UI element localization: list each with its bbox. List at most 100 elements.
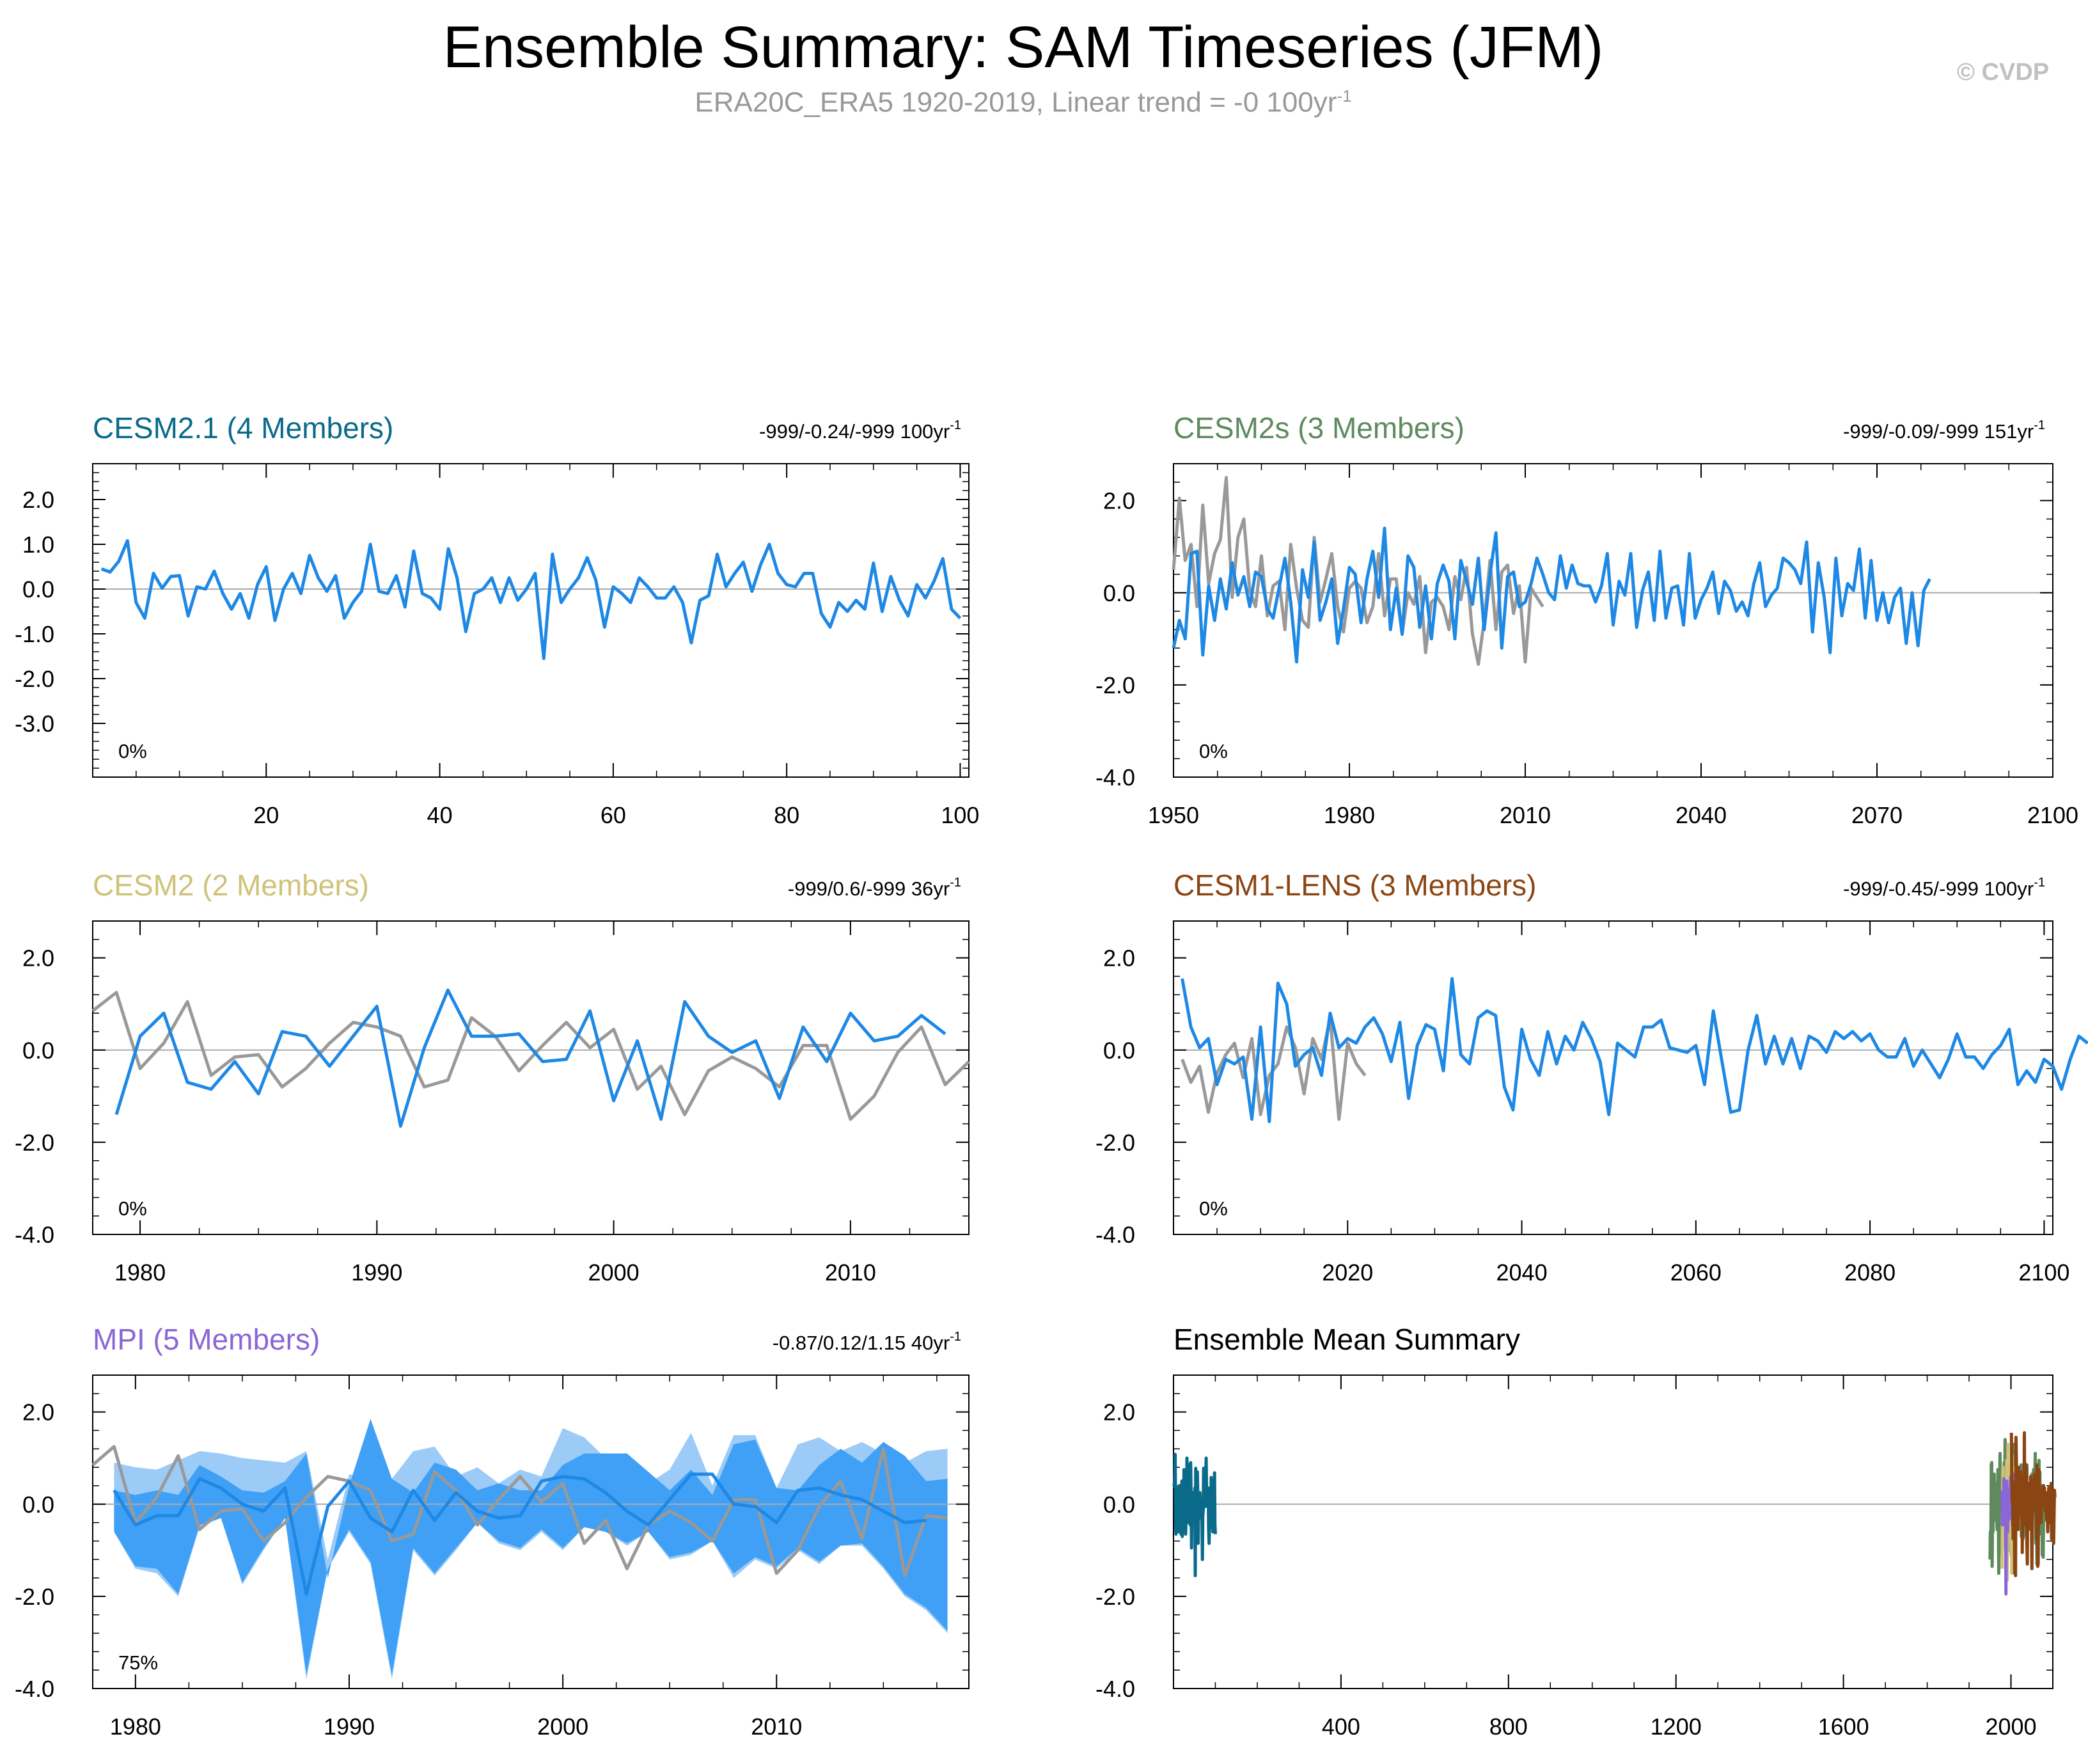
panel-stats-text: -999/-0.09/-999 151yr [1843,420,2034,443]
y-tick-label: -2.0 [15,1130,54,1156]
panel-title: MPI (5 Members) [93,1323,320,1356]
subtitle-superscript: -1 [1337,86,1352,106]
panel-title: CESM2 (2 Members) [93,869,369,902]
panel-title: CESM2s (3 Members) [1174,411,1464,445]
figure-subtitle: ERA20C_ERA5 1920-2019, Linear trend = -0… [0,86,2046,119]
plot-frame [92,1374,969,1689]
x-tick-label: 1950 [1148,802,1199,828]
x-tick-label: 2060 [1670,1259,1722,1286]
observations-line [1172,476,1544,666]
ensemble-mean-line [1172,526,1931,664]
x-tick-label: 2000 [588,1259,640,1286]
x-tick-label: 2000 [537,1713,588,1740]
x-tick-label: 2010 [751,1713,802,1740]
ensemble-mean-line [113,1472,927,1596]
summary-line-cesm1-lens [2009,1431,2057,1577]
y-tick-label: 0.0 [1103,580,1135,606]
x-tick-label: 2040 [1676,802,1727,828]
panel-stats-text: -999/-0.24/-999 100yr [759,420,950,443]
panel-stats-superscript: -1 [2034,876,2045,890]
x-tick-label: 1980 [110,1713,161,1740]
x-tick-label: 2010 [1500,802,1551,828]
x-tick-label: 20 [253,802,279,828]
y-tick-label: 0.0 [1103,1037,1135,1064]
x-tick-label: 400 [1322,1713,1360,1740]
y-tick-label: -4.0 [1095,1676,1135,1702]
panel-title: CESM1-LENS (3 Members) [1174,869,1536,902]
plot-frame [92,463,969,778]
panel-stats-superscript: -1 [2034,418,2045,432]
panel-stats-superscript: -1 [950,1330,961,1344]
ensemble-mean-line [1181,977,2088,1123]
y-tick-label: -4.0 [1095,1222,1135,1248]
x-tick-label: 2010 [825,1259,876,1286]
y-tick-label: -4.0 [15,1676,54,1702]
panel-stats-text: -999/0.6/-999 36yr [788,878,950,900]
panel-title: CESM2.1 (4 Members) [93,411,393,445]
observations-line [91,991,970,1121]
summary-line-cesm2-1 [1172,1453,1217,1577]
x-tick-label: 800 [1489,1713,1528,1740]
x-tick-label: 2080 [1844,1259,1896,1286]
y-tick-label: 2.0 [1103,488,1135,514]
x-tick-label: 1980 [114,1259,166,1286]
chart-panel-5: 2.0 0.0 -2.0 -4.0 1980 1990 2000 2010 MPI (5 Mem… [15,1323,969,1740]
panel-stats: -999/-0.24/-999 100yr-1 [759,418,961,443]
x-tick-label: 2020 [1322,1259,1373,1286]
panel-stats-superscript: -1 [950,418,961,432]
y-tick-label: -3.0 [15,711,54,737]
ensemble-mean-line [114,988,946,1128]
x-tick-label: 1600 [1818,1713,1869,1740]
percent-label: 0% [1199,740,1228,762]
y-tick-label: -2.0 [1095,1584,1135,1610]
observations-line [91,1445,948,1577]
percent-label: 75% [118,1651,158,1674]
chart-panel-2: 2.0 0.0 -2.0 -4.0 1950 1980 2010 2040 2070 2100 CE… [1095,411,2078,828]
spread-inner-band [114,1419,948,1675]
plot-frame [1173,1374,2053,1689]
x-tick-label: 40 [427,802,453,828]
x-tick-label: 1990 [324,1713,375,1740]
percent-label: 0% [118,1197,147,1220]
chart-panel-1: 2.0 1.0 0.0 -1.0 -2.0 -3.0 20 40 60 80 100 CESM2.1 … [15,411,980,828]
x-tick-label: 80 [774,802,799,828]
panel-stats: -999/0.6/-999 36yr-1 [788,876,961,900]
y-tick-label: -4.0 [15,1222,54,1248]
y-tick-label: 2.0 [1103,1399,1135,1426]
panel-stats: -999/-0.45/-999 100yr-1 [1843,876,2045,900]
figure-title: Ensemble Summary: SAM Timeseries (JFM) [443,15,1604,80]
x-tick-label: 2070 [1851,802,1903,828]
y-tick-label: -4.0 [1095,764,1135,791]
y-tick-label: -2.0 [15,666,54,692]
y-tick-label: 0.0 [1103,1492,1135,1518]
subtitle-text: ERA20C_ERA5 1920-2019, Linear trend = -0… [695,86,1337,118]
y-tick-label: 1.0 [22,532,54,558]
x-tick-label: 1980 [1324,802,1375,828]
y-tick-label: -2.0 [1095,672,1135,698]
x-tick-label: 2000 [1985,1713,2036,1740]
plot-frame [92,920,969,1235]
percent-label: 0% [118,740,147,762]
y-tick-label: -2.0 [15,1584,54,1610]
x-tick-label: 60 [600,802,626,828]
panel-title: Ensemble Mean Summary [1174,1323,1520,1356]
x-tick-label: 100 [941,802,979,828]
y-tick-label: 0.0 [22,1037,54,1064]
panel-stats-text: -999/-0.45/-999 100yr [1843,878,2034,900]
y-tick-label: -2.0 [1095,1130,1135,1156]
chart-panel-3: 2.0 0.0 -2.0 -4.0 1980 1990 2000 2010 CESM2 (2 M… [15,869,970,1286]
x-tick-label: 1200 [1651,1713,1702,1740]
x-tick-label: 2040 [1496,1259,1548,1286]
x-tick-label: 2100 [2018,1259,2069,1286]
percent-label: 0% [1199,1197,1228,1220]
x-tick-label: 1990 [351,1259,402,1286]
y-tick-label: 2.0 [1103,945,1135,972]
y-tick-label: 0.0 [22,1492,54,1518]
ensemble-mean-line [100,539,962,660]
copyright-label: © CVDP [1957,59,2050,86]
plot-frame [1173,920,2053,1235]
y-tick-label: -1.0 [15,621,54,647]
y-tick-label: 2.0 [22,487,54,513]
chart-panel-6: 2.0 0.0 -2.0 -4.0 400 800 1200 1600 2000 Ensemble… [1095,1323,2057,1740]
